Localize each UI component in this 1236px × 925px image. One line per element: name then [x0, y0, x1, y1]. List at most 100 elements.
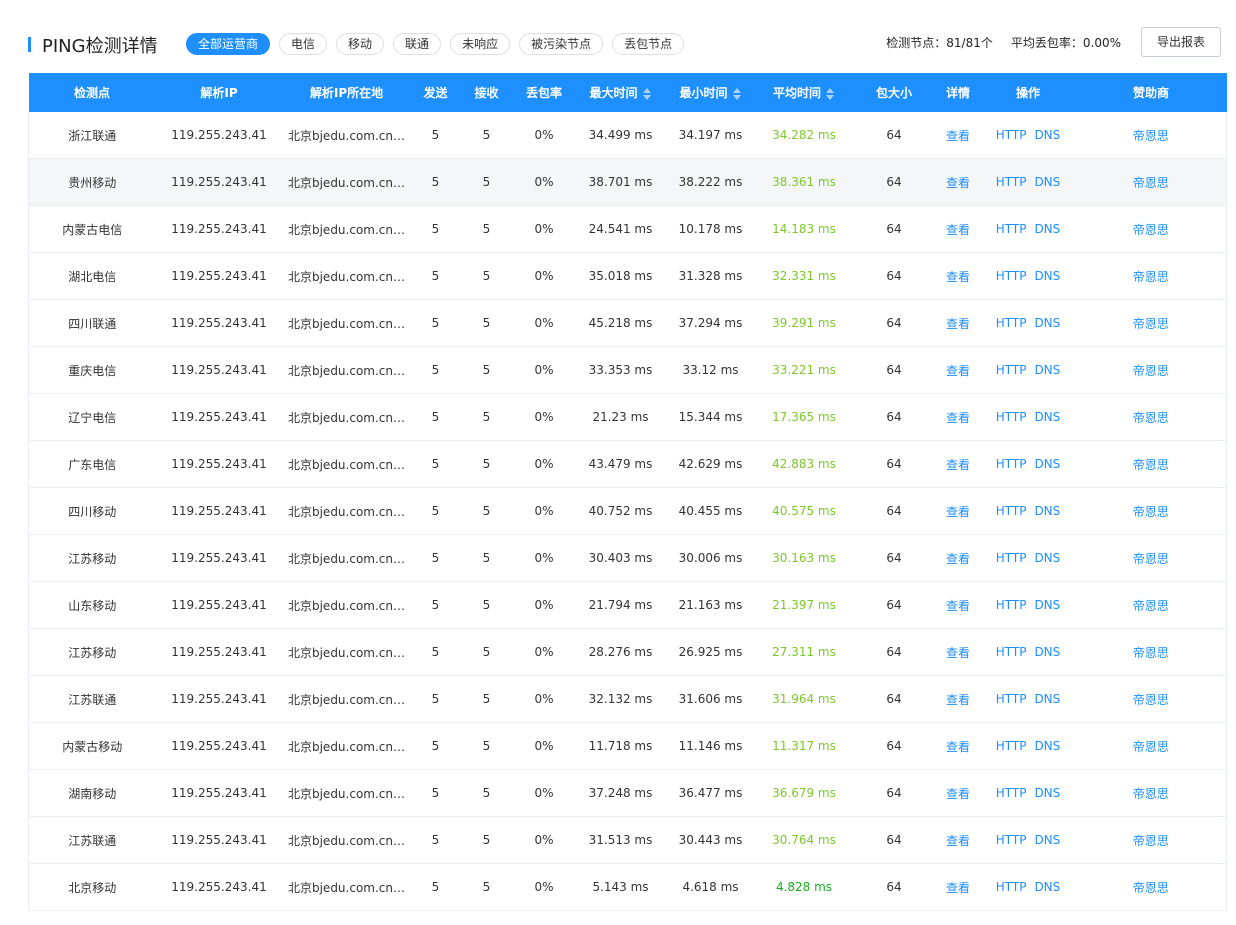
sort-icon[interactable] — [732, 87, 742, 100]
action-link[interactable]: DNS — [1034, 269, 1061, 283]
table-row: 内蒙古电信 119.255.243.41 北京bjedu.com.cn… 5 5 0% 24… — [28, 205, 1227, 253]
action-link[interactable]: DNS — [1034, 457, 1061, 471]
cell: 64 — [852, 393, 936, 441]
cell: 21.23 ms — [575, 393, 666, 441]
action-link[interactable]: DNS — [1034, 786, 1061, 800]
action-link[interactable]: HTTP — [995, 739, 1027, 753]
cell: 内蒙古移动 — [28, 722, 156, 770]
action-link[interactable]: DNS — [1034, 739, 1061, 753]
cell: 北京bjedu.com.cn… — [282, 205, 411, 253]
detail-link[interactable]: 查看 — [945, 786, 970, 801]
action-link[interactable]: HTTP — [995, 363, 1027, 377]
cell: 北京bjedu.com.cn… — [282, 252, 411, 300]
sponsor-link[interactable]: 帝恩思 — [1132, 175, 1169, 190]
cell: 5 — [460, 534, 513, 582]
detail-link[interactable]: 查看 — [945, 316, 970, 331]
action-link[interactable]: DNS — [1034, 833, 1061, 847]
cell: 5 — [460, 769, 513, 817]
action-link[interactable]: HTTP — [995, 551, 1027, 565]
cell: 40.575 ms — [755, 487, 853, 535]
cell: 查看 — [935, 816, 981, 864]
detail-link[interactable]: 查看 — [945, 363, 970, 378]
action-link[interactable]: HTTP — [995, 222, 1027, 236]
filter-tab[interactable]: 未响应 — [450, 33, 511, 55]
detail-link[interactable]: 查看 — [945, 880, 970, 895]
action-link[interactable]: HTTP — [995, 316, 1027, 330]
action-link[interactable]: HTTP — [995, 880, 1027, 894]
detail-link[interactable]: 查看 — [945, 410, 970, 425]
sponsor-link[interactable]: 帝恩思 — [1132, 551, 1169, 566]
action-link[interactable]: DNS — [1034, 598, 1061, 612]
action-link[interactable]: HTTP — [995, 269, 1027, 283]
detail-link[interactable]: 查看 — [945, 692, 970, 707]
filter-tab[interactable]: 电信 — [279, 33, 328, 55]
cell: 5 — [410, 863, 461, 911]
filter-tab[interactable]: 丢包节点 — [612, 33, 685, 55]
sponsor-link[interactable]: 帝恩思 — [1132, 786, 1169, 801]
action-link[interactable]: DNS — [1034, 410, 1061, 424]
sort-icon[interactable] — [826, 87, 835, 100]
sponsor-link[interactable]: 帝恩思 — [1132, 504, 1169, 519]
sponsor-link[interactable]: 帝恩思 — [1132, 692, 1169, 707]
sort-icon[interactable] — [642, 87, 652, 100]
cell: 30.403 ms — [575, 534, 666, 582]
filter-tab[interactable]: 联通 — [393, 33, 442, 55]
action-link[interactable]: DNS — [1034, 128, 1061, 142]
action-link[interactable]: HTTP — [995, 598, 1027, 612]
detail-link[interactable]: 查看 — [945, 175, 970, 190]
action-link[interactable]: HTTP — [995, 645, 1027, 659]
action-link[interactable]: HTTP — [995, 128, 1027, 142]
sponsor-link[interactable]: 帝恩思 — [1132, 363, 1169, 378]
detail-link[interactable]: 查看 — [945, 645, 970, 660]
sponsor-link[interactable]: 帝恩思 — [1132, 457, 1169, 472]
action-link[interactable]: HTTP — [995, 175, 1027, 189]
action-link[interactable]: HTTP — [995, 692, 1027, 706]
action-link[interactable]: DNS — [1034, 551, 1061, 565]
detail-link[interactable]: 查看 — [945, 222, 970, 237]
cell: 0% — [512, 628, 576, 676]
table-row: 山东移动 119.255.243.41 北京bjedu.com.cn… 5 5 0% 21.… — [28, 581, 1227, 629]
action-link[interactable]: HTTP — [995, 786, 1027, 800]
detail-link[interactable]: 查看 — [945, 457, 970, 472]
sponsor-link[interactable]: 帝恩思 — [1132, 833, 1169, 848]
filter-tab[interactable]: 被污染节点 — [519, 33, 604, 55]
sponsor-link[interactable]: 帝恩思 — [1132, 739, 1169, 754]
detail-link[interactable]: 查看 — [945, 269, 970, 284]
detail-link[interactable]: 查看 — [945, 598, 970, 613]
sponsor-link[interactable]: 帝恩思 — [1132, 880, 1169, 895]
export-button[interactable]: 导出报表 — [1141, 27, 1221, 57]
cell: 北京bjedu.com.cn… — [282, 816, 411, 864]
action-link[interactable]: DNS — [1034, 175, 1061, 189]
sponsor-link[interactable]: 帝恩思 — [1132, 645, 1169, 660]
cell: 查看 — [935, 393, 981, 441]
action-link[interactable]: DNS — [1034, 316, 1061, 330]
detail-link[interactable]: 查看 — [945, 833, 970, 848]
column-label: 接收 — [474, 86, 499, 100]
filter-tab[interactable]: 全部运营商 — [186, 33, 271, 55]
page-title: PING检测详情 — [42, 36, 158, 57]
sponsor-link[interactable]: 帝恩思 — [1132, 269, 1169, 284]
action-link[interactable]: HTTP — [995, 833, 1027, 847]
action-link[interactable]: HTTP — [995, 504, 1027, 518]
cell: 24.541 ms — [575, 205, 666, 253]
sponsor-link[interactable]: 帝恩思 — [1132, 598, 1169, 613]
action-link[interactable]: DNS — [1034, 692, 1061, 706]
sponsor-link[interactable]: 帝恩思 — [1132, 128, 1169, 143]
filter-tab[interactable]: 移动 — [336, 33, 385, 55]
action-link[interactable]: DNS — [1034, 504, 1061, 518]
sponsor-link[interactable]: 帝恩思 — [1132, 410, 1169, 425]
detail-link[interactable]: 查看 — [945, 504, 970, 519]
detail-link[interactable]: 查看 — [945, 128, 970, 143]
action-link[interactable]: DNS — [1034, 363, 1061, 377]
action-link[interactable]: HTTP — [995, 457, 1027, 471]
table-row: 四川移动 119.255.243.41 北京bjedu.com.cn… 5 5 0% 40.… — [28, 487, 1227, 535]
action-link[interactable]: DNS — [1034, 880, 1061, 894]
action-link[interactable]: DNS — [1034, 222, 1061, 236]
sponsor-link[interactable]: 帝恩思 — [1132, 316, 1169, 331]
action-link[interactable]: HTTP — [995, 410, 1027, 424]
detail-link[interactable]: 查看 — [945, 551, 970, 566]
sponsor-link[interactable]: 帝恩思 — [1132, 222, 1169, 237]
detail-link[interactable]: 查看 — [945, 739, 970, 754]
action-link[interactable]: DNS — [1034, 645, 1061, 659]
cell: 5.143 ms — [575, 863, 666, 911]
